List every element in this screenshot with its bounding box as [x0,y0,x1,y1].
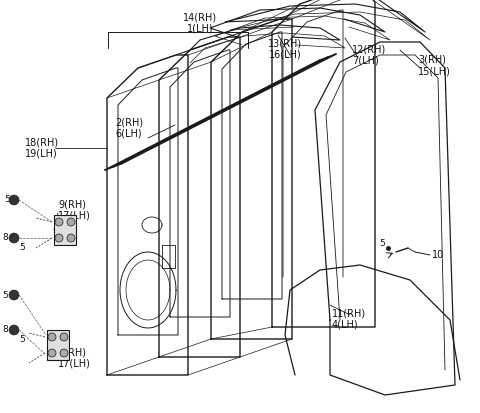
Text: 2(RH)
6(LH): 2(RH) 6(LH) [115,117,143,139]
Polygon shape [54,215,76,245]
Circle shape [48,349,56,357]
Text: 8: 8 [2,325,8,335]
Text: 11(RH)
4(LH): 11(RH) 4(LH) [332,308,366,330]
Text: 8: 8 [2,233,8,242]
Circle shape [9,195,19,205]
Circle shape [60,333,68,341]
Text: 5: 5 [19,244,25,252]
Text: 5: 5 [4,195,10,204]
Text: 12(RH)
7(LH): 12(RH) 7(LH) [352,44,386,66]
Text: 10: 10 [432,250,444,260]
Circle shape [9,325,19,335]
Circle shape [55,234,63,242]
Text: 14(RH)
1(LH): 14(RH) 1(LH) [183,12,217,33]
Circle shape [55,218,63,226]
Text: 9(RH)
17(LH): 9(RH) 17(LH) [58,199,91,221]
Circle shape [9,290,19,300]
Text: 5: 5 [379,240,385,249]
Circle shape [67,218,75,226]
Polygon shape [47,330,69,360]
Circle shape [48,333,56,341]
Text: 5: 5 [2,290,8,299]
Text: 13(RH)
16(LH): 13(RH) 16(LH) [268,38,302,59]
Text: 9(RH)
17(LH): 9(RH) 17(LH) [58,347,91,369]
Circle shape [9,233,19,243]
Circle shape [67,234,75,242]
Text: 5: 5 [19,335,25,344]
Text: 3(RH)
15(LH): 3(RH) 15(LH) [418,55,451,76]
Text: 18(RH)
19(LH): 18(RH) 19(LH) [25,137,59,159]
Circle shape [60,349,68,357]
